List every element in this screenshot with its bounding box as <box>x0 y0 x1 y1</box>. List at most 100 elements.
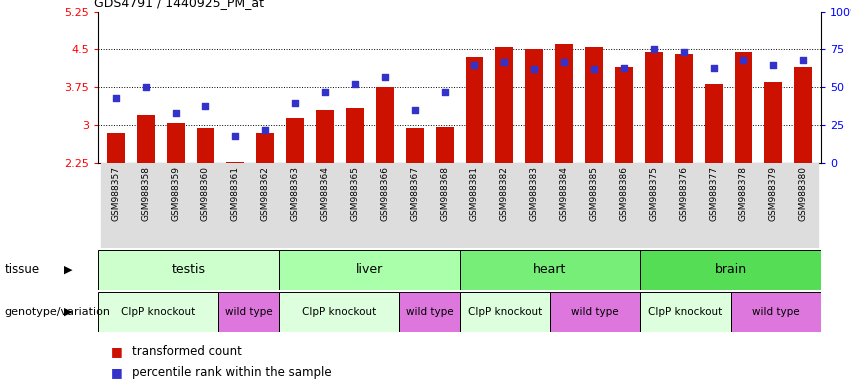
Bar <box>310 163 340 248</box>
Bar <box>430 163 460 248</box>
Bar <box>489 163 519 248</box>
Bar <box>519 163 549 248</box>
Bar <box>286 118 304 163</box>
Point <box>737 57 751 63</box>
Bar <box>728 163 758 248</box>
Point <box>767 61 780 68</box>
Text: ClpP knockout: ClpP knockout <box>121 307 195 317</box>
Bar <box>495 47 513 163</box>
Bar <box>280 163 310 248</box>
Bar <box>640 292 731 332</box>
Text: liver: liver <box>356 263 383 276</box>
Bar <box>669 163 699 248</box>
Text: GSM988357: GSM988357 <box>111 166 120 221</box>
Text: ▶: ▶ <box>64 265 72 275</box>
Text: GSM988360: GSM988360 <box>201 166 210 221</box>
Point <box>288 99 302 106</box>
Point <box>378 74 391 80</box>
Bar <box>585 47 603 163</box>
Text: GSM988375: GSM988375 <box>649 166 659 221</box>
Point <box>528 66 541 72</box>
Bar <box>460 250 640 290</box>
Bar <box>250 163 280 248</box>
Bar <box>699 163 728 248</box>
Bar <box>278 250 460 290</box>
Point <box>198 103 212 109</box>
Point <box>348 81 362 88</box>
Bar <box>107 133 125 163</box>
Bar <box>220 163 250 248</box>
Point <box>557 58 571 65</box>
Bar <box>436 127 454 163</box>
Text: GSM988366: GSM988366 <box>380 166 389 221</box>
Bar <box>161 163 191 248</box>
Text: wild type: wild type <box>406 307 454 317</box>
Bar <box>256 133 274 163</box>
Text: heart: heart <box>534 263 567 276</box>
Bar <box>794 67 812 163</box>
Point <box>677 50 690 56</box>
Text: wild type: wild type <box>225 307 272 317</box>
Bar <box>734 52 752 163</box>
Point <box>617 65 631 71</box>
Bar <box>465 57 483 163</box>
Text: ■: ■ <box>111 366 123 379</box>
Text: ClpP knockout: ClpP knockout <box>648 307 722 317</box>
Text: GSM988382: GSM988382 <box>500 166 509 221</box>
Text: wild type: wild type <box>571 307 619 317</box>
Bar <box>406 128 424 163</box>
Bar <box>764 82 782 163</box>
Bar <box>400 163 430 248</box>
Bar <box>278 292 399 332</box>
Text: GSM988386: GSM988386 <box>620 166 628 221</box>
Point <box>707 65 721 71</box>
Bar <box>675 55 693 163</box>
Text: GSM988364: GSM988364 <box>321 166 329 221</box>
Text: GSM988381: GSM988381 <box>470 166 479 221</box>
Point <box>259 127 272 133</box>
Point <box>168 110 182 116</box>
Text: tissue: tissue <box>4 263 39 276</box>
Point <box>797 57 810 63</box>
Bar <box>758 163 788 248</box>
Point <box>408 107 421 113</box>
Bar <box>579 163 609 248</box>
Point <box>229 133 243 139</box>
Bar <box>131 163 161 248</box>
Bar <box>640 250 821 290</box>
Text: GSM988365: GSM988365 <box>351 166 359 221</box>
Text: ▶: ▶ <box>64 307 72 317</box>
Text: GSM988385: GSM988385 <box>590 166 598 221</box>
Bar <box>98 292 219 332</box>
Text: GSM988383: GSM988383 <box>530 166 539 221</box>
Bar <box>550 292 640 332</box>
Bar <box>191 163 220 248</box>
Bar <box>376 88 394 163</box>
Text: GSM988368: GSM988368 <box>440 166 449 221</box>
Text: GDS4791 / 1440925_PM_at: GDS4791 / 1440925_PM_at <box>94 0 265 9</box>
Text: GSM988359: GSM988359 <box>171 166 180 221</box>
Point <box>647 46 660 53</box>
Point <box>109 95 123 101</box>
Bar <box>197 128 214 163</box>
Text: GSM988363: GSM988363 <box>291 166 300 221</box>
Text: ClpP knockout: ClpP knockout <box>467 307 542 317</box>
Bar <box>705 84 722 163</box>
Bar <box>101 163 131 248</box>
Text: ClpP knockout: ClpP knockout <box>302 307 376 317</box>
Bar <box>615 67 633 163</box>
Text: ■: ■ <box>111 345 123 358</box>
Bar <box>370 163 400 248</box>
Text: genotype/variation: genotype/variation <box>4 307 111 317</box>
Bar <box>788 163 818 248</box>
Bar <box>226 162 244 163</box>
Text: GSM988378: GSM988378 <box>739 166 748 221</box>
Text: testis: testis <box>171 263 205 276</box>
Text: GSM988380: GSM988380 <box>799 166 808 221</box>
Bar <box>731 292 821 332</box>
Point <box>139 84 152 91</box>
Text: transformed count: transformed count <box>132 345 242 358</box>
Bar <box>316 110 334 163</box>
Text: GSM988376: GSM988376 <box>679 166 688 221</box>
Point <box>437 89 451 95</box>
